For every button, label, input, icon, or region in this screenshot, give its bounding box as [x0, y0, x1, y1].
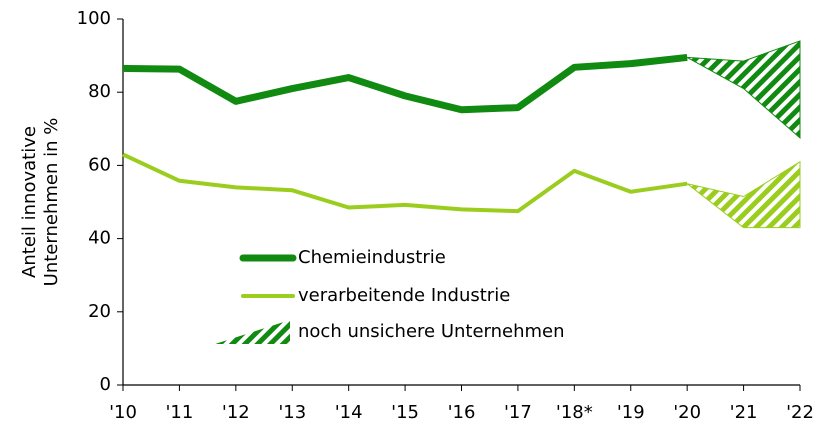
- y-tick-label: 0: [100, 374, 111, 395]
- y-tick-label: 60: [88, 154, 111, 175]
- x-tick-label: '14: [335, 402, 363, 423]
- x-tick-label: '12: [222, 402, 250, 423]
- legend-label: verarbeitende Industrie: [298, 285, 510, 306]
- y-label-line: Anteil innovative: [19, 126, 40, 278]
- legend-swatch: [215, 320, 290, 344]
- y-tick-label: 20: [88, 301, 111, 322]
- y-label-line: Unternehmen in %: [41, 118, 62, 287]
- series-line: [122, 152, 688, 214]
- x-tick-label: '22: [786, 402, 814, 423]
- x-tick-label: '11: [165, 402, 193, 423]
- uncertainty-band: [686, 40, 801, 140]
- x-tick-label: '18*: [556, 402, 593, 423]
- x-tick-label: '19: [617, 402, 645, 423]
- y-tick-label: 80: [88, 81, 111, 102]
- x-tick-label: '20: [673, 402, 701, 423]
- y-tick-label: 40: [88, 228, 111, 249]
- x-tick-label: '16: [448, 402, 476, 423]
- x-tick-label: '21: [730, 402, 758, 423]
- series-line: [122, 53, 688, 114]
- uncertainty-band: [686, 160, 801, 229]
- legend-label: noch unsichere Unternehmen: [298, 321, 565, 342]
- x-tick-label: '13: [278, 402, 306, 423]
- x-tick-label: '15: [391, 402, 419, 423]
- legend: Chemieindustrie verarbeitende Industrie no…: [215, 247, 565, 344]
- x-tick-label: '10: [109, 402, 137, 423]
- legend-label: Chemieindustrie: [298, 247, 446, 268]
- y-axis-label: Anteil innovative Unternehmen in %: [19, 118, 62, 287]
- x-tick-label: '17: [504, 402, 532, 423]
- y-tick-label: 100: [77, 8, 111, 29]
